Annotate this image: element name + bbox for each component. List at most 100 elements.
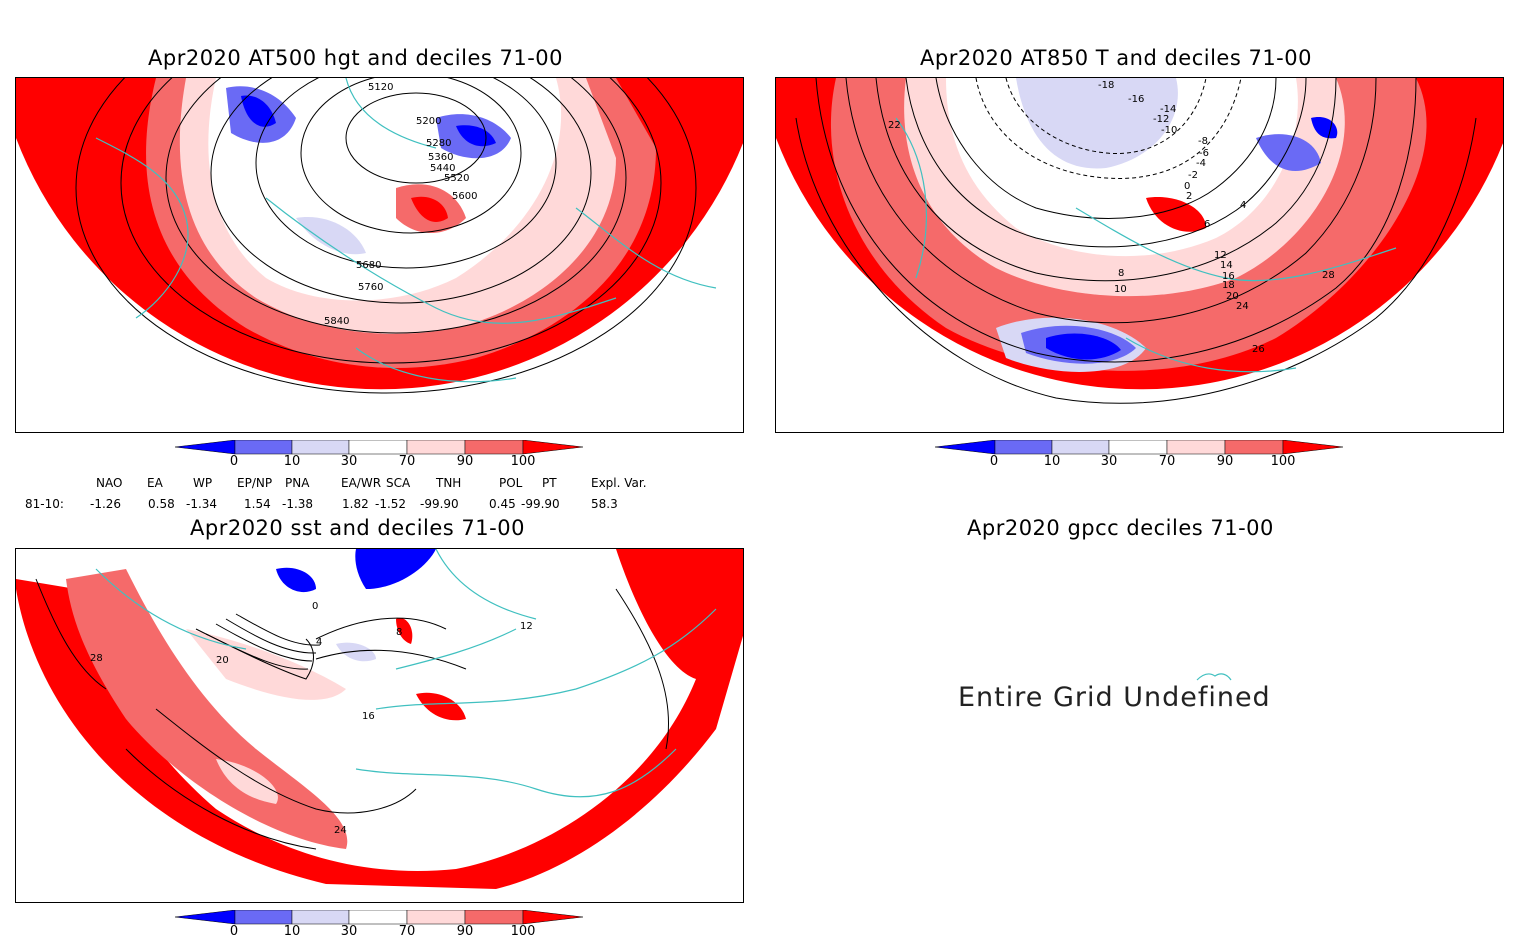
colorbar-tick: 30 (1100, 454, 1118, 469)
colorbar-tick: 70 (398, 924, 416, 939)
colorbar-tick: 70 (1158, 454, 1176, 469)
colorbar-bottom-left: 0 10 30 70 90 100 (174, 909, 585, 944)
index-name: SCA (386, 476, 411, 490)
t850-label: -16 (1128, 94, 1144, 105)
z500-label: 5680 (356, 260, 381, 271)
t850-label: 4 (1240, 200, 1246, 211)
index-value: -1.52 (375, 497, 407, 511)
z500-label: 5440 (430, 163, 455, 174)
t850-label: 26 (1252, 344, 1265, 355)
sst-label: 8 (396, 627, 402, 638)
t850-label: 22 (888, 120, 901, 131)
t850-label: -4 (1196, 158, 1206, 169)
t850-label: -6 (1199, 148, 1209, 159)
colorbar-tick: 30 (340, 454, 358, 469)
t850-label: 20 (1226, 291, 1239, 302)
gpcc-title: Apr2020 gpcc deciles 71-00 (967, 516, 1274, 540)
colorbar-swatches (934, 439, 1344, 455)
index-value: -1.38 (282, 497, 314, 511)
t850-label: -10 (1161, 125, 1177, 136)
colorbar-tick: 90 (1216, 454, 1234, 469)
index-value: 0.45 (489, 497, 516, 511)
colorbar-top-right: 0 10 30 70 90 100 (934, 439, 1345, 474)
t850-label: 12 (1214, 250, 1227, 261)
t850-label: -8 (1198, 136, 1208, 147)
z500-map-panel: 5120 5200 5280 5360 5440 5520 5600 5680 … (15, 77, 744, 433)
index-value: 0.58 (148, 497, 175, 511)
colorbar-tick: 0 (989, 454, 999, 469)
index-value: 58.3 (591, 497, 618, 511)
colorbar-tick: 100 (1270, 454, 1296, 469)
z500-contour-labels: 5120 5200 5280 5360 5440 5520 5600 5680 … (324, 82, 477, 327)
sst-label: 24 (334, 825, 347, 836)
sst-label: 12 (520, 621, 533, 632)
colorbar-tick: 10 (283, 924, 301, 939)
z500-label: 5840 (324, 316, 349, 327)
t850-title: Apr2020 AT850 T and deciles 71-00 (920, 46, 1312, 70)
index-name: EP/NP (237, 476, 273, 490)
z500-label: 5760 (358, 282, 383, 293)
colorbar-tick: 10 (283, 454, 301, 469)
gpcc-coast-fragment (1196, 673, 1232, 681)
t850-label: 10 (1114, 284, 1127, 295)
colorbar-tick: 30 (340, 924, 358, 939)
z500-label: 5520 (444, 173, 469, 184)
gpcc-empty-area: Entire Grid Undefined (775, 548, 1504, 903)
colorbar-tick: 90 (456, 454, 474, 469)
t850-label: -12 (1153, 114, 1169, 125)
z500-label: 5200 (416, 116, 441, 127)
t850-label: 16 (1222, 271, 1235, 282)
sst-map-panel: 0 4 8 12 16 20 24 28 (15, 548, 744, 903)
sst-label: 4 (316, 637, 322, 648)
sst-label: 16 (362, 711, 375, 722)
z500-map: 5120 5200 5280 5360 5440 5520 5600 5680 … (16, 78, 743, 394)
t850-label: 0 (1184, 181, 1190, 192)
index-name: PT (542, 476, 557, 490)
t850-label: 24 (1236, 301, 1249, 312)
colorbar-tick: 70 (398, 454, 416, 469)
colorbar-tick: 0 (229, 924, 239, 939)
z500-title: Apr2020 AT500 hgt and deciles 71-00 (148, 46, 564, 70)
index-name: EA/WR (341, 476, 382, 490)
index-value: 1.54 (244, 497, 271, 511)
index-name: EA (147, 476, 163, 490)
colorbar-top-left: 0 10 30 70 90 100 (174, 439, 585, 474)
t850-map-panel: -18 -16 -14 -12 -10 -8 -6 -4 -2 0 2 4 6 … (775, 77, 1504, 433)
z500-label: 5600 (452, 191, 477, 202)
index-name: WP (193, 476, 213, 490)
colorbar-tick: 10 (1043, 454, 1061, 469)
t850-label: 28 (1322, 270, 1335, 281)
sst-contour-labels: 0 4 8 12 16 20 24 28 (90, 601, 533, 836)
z500-label: 5120 (368, 82, 393, 93)
index-name: POL (499, 476, 523, 490)
index-value: 1.82 (342, 497, 369, 511)
t850-map: -18 -16 -14 -12 -10 -8 -6 -4 -2 0 2 4 6 … (776, 78, 1503, 404)
t850-label: 8 (1118, 268, 1124, 279)
z500-label: 5360 (428, 152, 453, 163)
t850-label: 14 (1220, 260, 1233, 271)
index-value: -99.90 (420, 497, 459, 511)
index-name: TNH (436, 476, 462, 490)
sst-label: 0 (312, 601, 318, 612)
colorbar-tick: 0 (229, 454, 239, 469)
sst-map: 0 4 8 12 16 20 24 28 (16, 549, 743, 889)
index-name: NAO (96, 476, 123, 490)
t850-label: -18 (1098, 80, 1114, 91)
index-value: -99.90 (521, 497, 560, 511)
z500-label: 5280 (426, 138, 451, 149)
index-name: Expl. Var. (591, 476, 647, 490)
index-row-label: 81-10: (25, 497, 64, 511)
t850-label: -14 (1160, 104, 1176, 115)
colorbar-tick: 100 (510, 924, 536, 939)
colorbar-tick: 90 (456, 924, 474, 939)
t850-label: 18 (1222, 280, 1235, 291)
t850-label: 2 (1186, 191, 1192, 202)
sst-label: 28 (90, 653, 103, 664)
entire-grid-undefined-message: Entire Grid Undefined (958, 682, 1271, 713)
colorbar-swatches (174, 439, 584, 455)
t850-label: 6 (1204, 219, 1210, 230)
index-value: -1.34 (186, 497, 218, 511)
index-name: PNA (285, 476, 310, 490)
index-value: -1.26 (90, 497, 122, 511)
t850-label: -2 (1188, 170, 1198, 181)
